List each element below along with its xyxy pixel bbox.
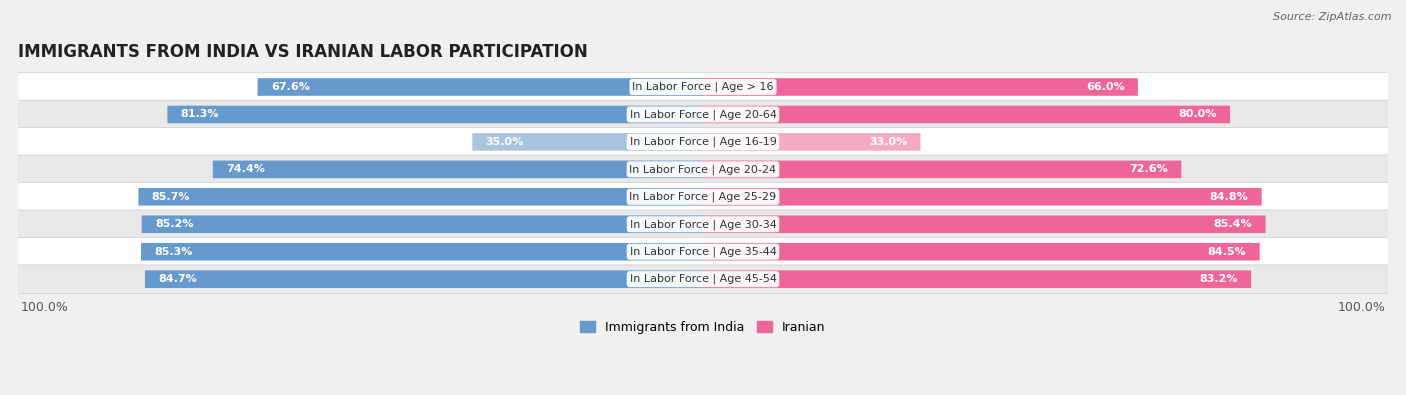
Text: 83.2%: 83.2% [1199, 274, 1237, 284]
Text: 85.2%: 85.2% [155, 219, 194, 229]
Text: 81.3%: 81.3% [181, 109, 219, 119]
Text: In Labor Force | Age > 16: In Labor Force | Age > 16 [633, 82, 773, 92]
FancyBboxPatch shape [703, 188, 1261, 206]
FancyBboxPatch shape [18, 237, 1388, 266]
Legend: Immigrants from India, Iranian: Immigrants from India, Iranian [575, 316, 831, 339]
FancyBboxPatch shape [703, 216, 1265, 233]
FancyBboxPatch shape [18, 265, 1388, 293]
FancyBboxPatch shape [703, 243, 1260, 260]
FancyBboxPatch shape [703, 161, 1181, 178]
Text: 35.0%: 35.0% [485, 137, 524, 147]
FancyBboxPatch shape [167, 106, 703, 123]
Text: 85.3%: 85.3% [155, 247, 193, 257]
FancyBboxPatch shape [145, 271, 703, 288]
FancyBboxPatch shape [18, 73, 1388, 101]
Text: 33.0%: 33.0% [869, 137, 907, 147]
FancyBboxPatch shape [703, 133, 921, 151]
Text: In Labor Force | Age 35-44: In Labor Force | Age 35-44 [630, 246, 776, 257]
FancyBboxPatch shape [18, 182, 1388, 211]
FancyBboxPatch shape [18, 155, 1388, 184]
Text: 85.7%: 85.7% [152, 192, 190, 202]
Text: Source: ZipAtlas.com: Source: ZipAtlas.com [1274, 12, 1392, 22]
Text: 66.0%: 66.0% [1085, 82, 1125, 92]
Text: In Labor Force | Age 25-29: In Labor Force | Age 25-29 [630, 192, 776, 202]
Text: 80.0%: 80.0% [1178, 109, 1216, 119]
Text: In Labor Force | Age 20-24: In Labor Force | Age 20-24 [630, 164, 776, 175]
FancyBboxPatch shape [142, 216, 703, 233]
FancyBboxPatch shape [472, 133, 703, 151]
FancyBboxPatch shape [18, 100, 1388, 129]
Text: IMMIGRANTS FROM INDIA VS IRANIAN LABOR PARTICIPATION: IMMIGRANTS FROM INDIA VS IRANIAN LABOR P… [18, 43, 588, 61]
FancyBboxPatch shape [703, 106, 1230, 123]
Text: In Labor Force | Age 20-64: In Labor Force | Age 20-64 [630, 109, 776, 120]
Text: 84.5%: 84.5% [1208, 247, 1246, 257]
Text: In Labor Force | Age 45-54: In Labor Force | Age 45-54 [630, 274, 776, 284]
FancyBboxPatch shape [18, 210, 1388, 239]
Text: 84.8%: 84.8% [1209, 192, 1249, 202]
Text: 84.7%: 84.7% [159, 274, 197, 284]
FancyBboxPatch shape [212, 161, 703, 178]
Text: 74.4%: 74.4% [226, 164, 264, 174]
Text: 85.4%: 85.4% [1213, 219, 1253, 229]
FancyBboxPatch shape [141, 243, 703, 260]
Text: In Labor Force | Age 16-19: In Labor Force | Age 16-19 [630, 137, 776, 147]
FancyBboxPatch shape [703, 271, 1251, 288]
FancyBboxPatch shape [18, 128, 1388, 156]
Text: 72.6%: 72.6% [1129, 164, 1168, 174]
FancyBboxPatch shape [138, 188, 703, 206]
FancyBboxPatch shape [257, 78, 703, 96]
FancyBboxPatch shape [703, 78, 1137, 96]
Text: In Labor Force | Age 30-34: In Labor Force | Age 30-34 [630, 219, 776, 229]
Text: 67.6%: 67.6% [271, 82, 309, 92]
